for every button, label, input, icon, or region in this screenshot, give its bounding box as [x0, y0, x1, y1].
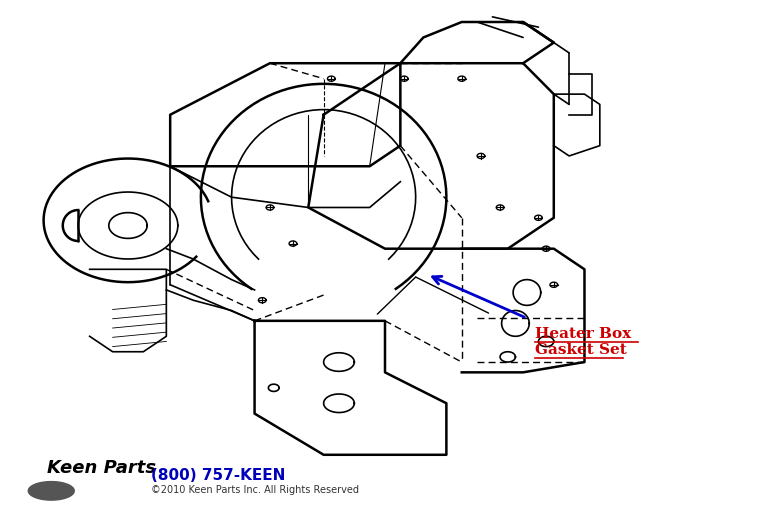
Text: Keen Parts: Keen Parts [48, 459, 156, 477]
Text: ©2010 Keen Parts Inc. All Rights Reserved: ©2010 Keen Parts Inc. All Rights Reserve… [151, 485, 359, 495]
Text: (800) 757-KEEN: (800) 757-KEEN [151, 468, 286, 482]
Text: Heater Box: Heater Box [534, 327, 631, 341]
Text: Gasket Set: Gasket Set [534, 343, 626, 357]
Polygon shape [28, 482, 74, 500]
